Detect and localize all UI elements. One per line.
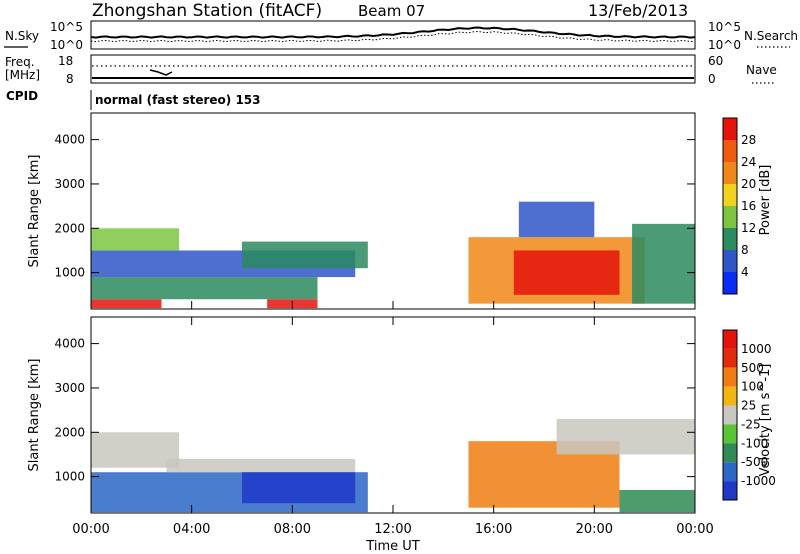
time-x-axis: 00:00 04:00 08:00 12:00 16:00 20:00 00:00: [72, 301, 714, 537]
power-colorbar-swatch: [723, 162, 737, 184]
velocity-y-tick-label: 2000: [54, 425, 85, 439]
power-panel: 1000 2000 3000 4000 Slant Range [km] 28 24 20…: [27, 112, 773, 310]
noise-right-label: N.Search: [744, 29, 798, 43]
power-colorbar-tick-label: 20: [741, 177, 756, 191]
noise-right-tick-high: 10^5: [708, 20, 741, 34]
freq-right-tick-high: 60: [708, 54, 723, 68]
velocity-panel: 1000 2000 3000 4000 Slant Range [km] 1000 50…: [27, 316, 776, 514]
power-data-layer: [91, 201, 695, 309]
velocity-echo-region: [166, 458, 356, 473]
velocity-echo-region: [619, 489, 695, 513]
velocity-colorbar-tick-label: -1000: [741, 474, 776, 488]
power-colorbar-swatch: [723, 118, 737, 140]
velocity-colorbar-swatch: [723, 424, 737, 444]
freq-blip: [149, 69, 173, 76]
power-echo-region: [242, 241, 368, 269]
station-title: Zhongshan Station (fitACF): [92, 1, 322, 21]
x-tick-label: 08:00: [274, 522, 311, 537]
velocity-colorbar-swatch: [723, 348, 737, 368]
freq-right-tick-low: 0: [708, 72, 716, 86]
velocity-colorbar: 1000 500 100 25 -25 -100 -500 -1000: [722, 329, 776, 501]
velocity-echo-region: [556, 418, 695, 455]
velocity-colorbar-swatch: [723, 405, 737, 425]
noise-left-tick-low: 10^0: [50, 38, 83, 52]
power-colorbar-tick-label: 24: [741, 155, 756, 169]
power-echo-region: [513, 250, 620, 295]
power-y-tick-label: 3000: [54, 177, 85, 191]
power-colorbar-label: Power [dB]: [758, 165, 773, 236]
power-colorbar-swatch: [723, 206, 737, 228]
noise-left-label: N.Sky: [5, 29, 39, 43]
power-echo-region: [91, 277, 318, 300]
x-tick-label: 20:00: [576, 522, 613, 537]
noise-right-tick-low: 10^0: [708, 38, 741, 52]
velocity-y-axis: 1000 2000 3000 4000: [54, 337, 695, 484]
noise-search-line: [90, 30, 696, 43]
freq-left-label-line2: [MHz]: [5, 68, 40, 82]
power-echo-region: [518, 201, 595, 238]
power-echo-region: [91, 299, 162, 309]
power-y-axis-label: Slant Range [km]: [27, 155, 42, 268]
power-y-tick-label: 2000: [54, 221, 85, 235]
power-colorbar-tick-label: 12: [741, 221, 756, 235]
noise-sky-line: [90, 26, 696, 39]
power-colorbar-swatch: [723, 272, 737, 294]
power-echo-region: [91, 228, 180, 251]
x-tick-label: 00:00: [72, 522, 109, 537]
power-colorbar-tick-label: 28: [741, 133, 756, 147]
power-colorbar-frame: [722, 117, 738, 295]
x-axis-label: Time UT: [365, 539, 419, 554]
noise-panel: N.Sky 10^5 10^0 10^5 10^0 N.Search: [4, 20, 798, 52]
freq-panel: Freq. [MHz] 18 8 60 0 Nave: [5, 54, 777, 86]
freq-left-label-line1: Freq.: [5, 55, 35, 69]
velocity-echo-region: [91, 432, 180, 468]
freq-right-label: Nave: [746, 63, 777, 77]
velocity-colorbar-swatch: [723, 367, 737, 387]
x-tick-label: 16:00: [475, 522, 512, 537]
power-colorbar-swatch: [723, 140, 737, 162]
velocity-colorbar-tick-label: -25: [741, 417, 761, 431]
power-colorbar-tick-label: 16: [741, 199, 756, 213]
velocity-colorbar-frame: [722, 329, 738, 501]
power-y-tick-label: 1000: [54, 266, 85, 280]
power-colorbar-tick-label: 4: [741, 265, 749, 279]
date-label: 13/Feb/2013: [588, 1, 688, 20]
x-tick-label: 12:00: [374, 522, 411, 537]
power-colorbar: 28 24 20 16 12 8 4: [722, 117, 756, 295]
power-echo-region: [632, 223, 695, 304]
velocity-data-layer: [91, 418, 695, 513]
cpid-label: CPID: [6, 89, 38, 103]
velocity-colorbar-tick-label: 1000: [741, 342, 772, 356]
x-tick-label: 04:00: [173, 522, 210, 537]
power-colorbar-swatch: [723, 184, 737, 206]
velocity-colorbar-swatch: [723, 462, 737, 482]
velocity-echo-region: [242, 472, 356, 504]
velocity-colorbar-swatch: [723, 481, 737, 500]
x-tick-label: 00:00: [676, 522, 713, 537]
velocity-y-tick-label: 3000: [54, 381, 85, 395]
velocity-colorbar-swatch: [723, 330, 737, 349]
velocity-colorbar-tick-label: 500: [741, 361, 764, 375]
freq-left-tick-low: 8: [66, 72, 74, 86]
velocity-colorbar-tick-label: 100: [741, 380, 764, 394]
cpid-value: normal (fast stereo) 153: [95, 93, 261, 107]
velocity-colorbar-label: Velocity [m s^-1]: [758, 364, 773, 477]
velocity-y-tick-label: 1000: [54, 470, 85, 484]
velocity-colorbar-tick-label: -100: [741, 436, 768, 450]
velocity-colorbar-tick-label: 25: [741, 399, 756, 413]
velocity-y-axis-label: Slant Range [km]: [27, 359, 42, 472]
velocity-colorbar-tick-label: -500: [741, 455, 768, 469]
velocity-colorbar-swatch: [723, 386, 737, 406]
freq-left-tick-high: 18: [58, 54, 73, 68]
power-y-axis: 1000 2000 3000 4000: [54, 133, 695, 280]
velocity-colorbar-swatch: [723, 443, 737, 463]
power-y-tick-label: 4000: [54, 133, 85, 147]
power-colorbar-swatch: [723, 250, 737, 272]
beam-label: Beam 07: [358, 2, 425, 20]
power-colorbar-tick-label: 8: [741, 243, 749, 257]
noise-left-tick-high: 10^5: [50, 20, 83, 34]
power-colorbar-swatch: [723, 228, 737, 250]
velocity-y-tick-label: 4000: [54, 337, 85, 351]
